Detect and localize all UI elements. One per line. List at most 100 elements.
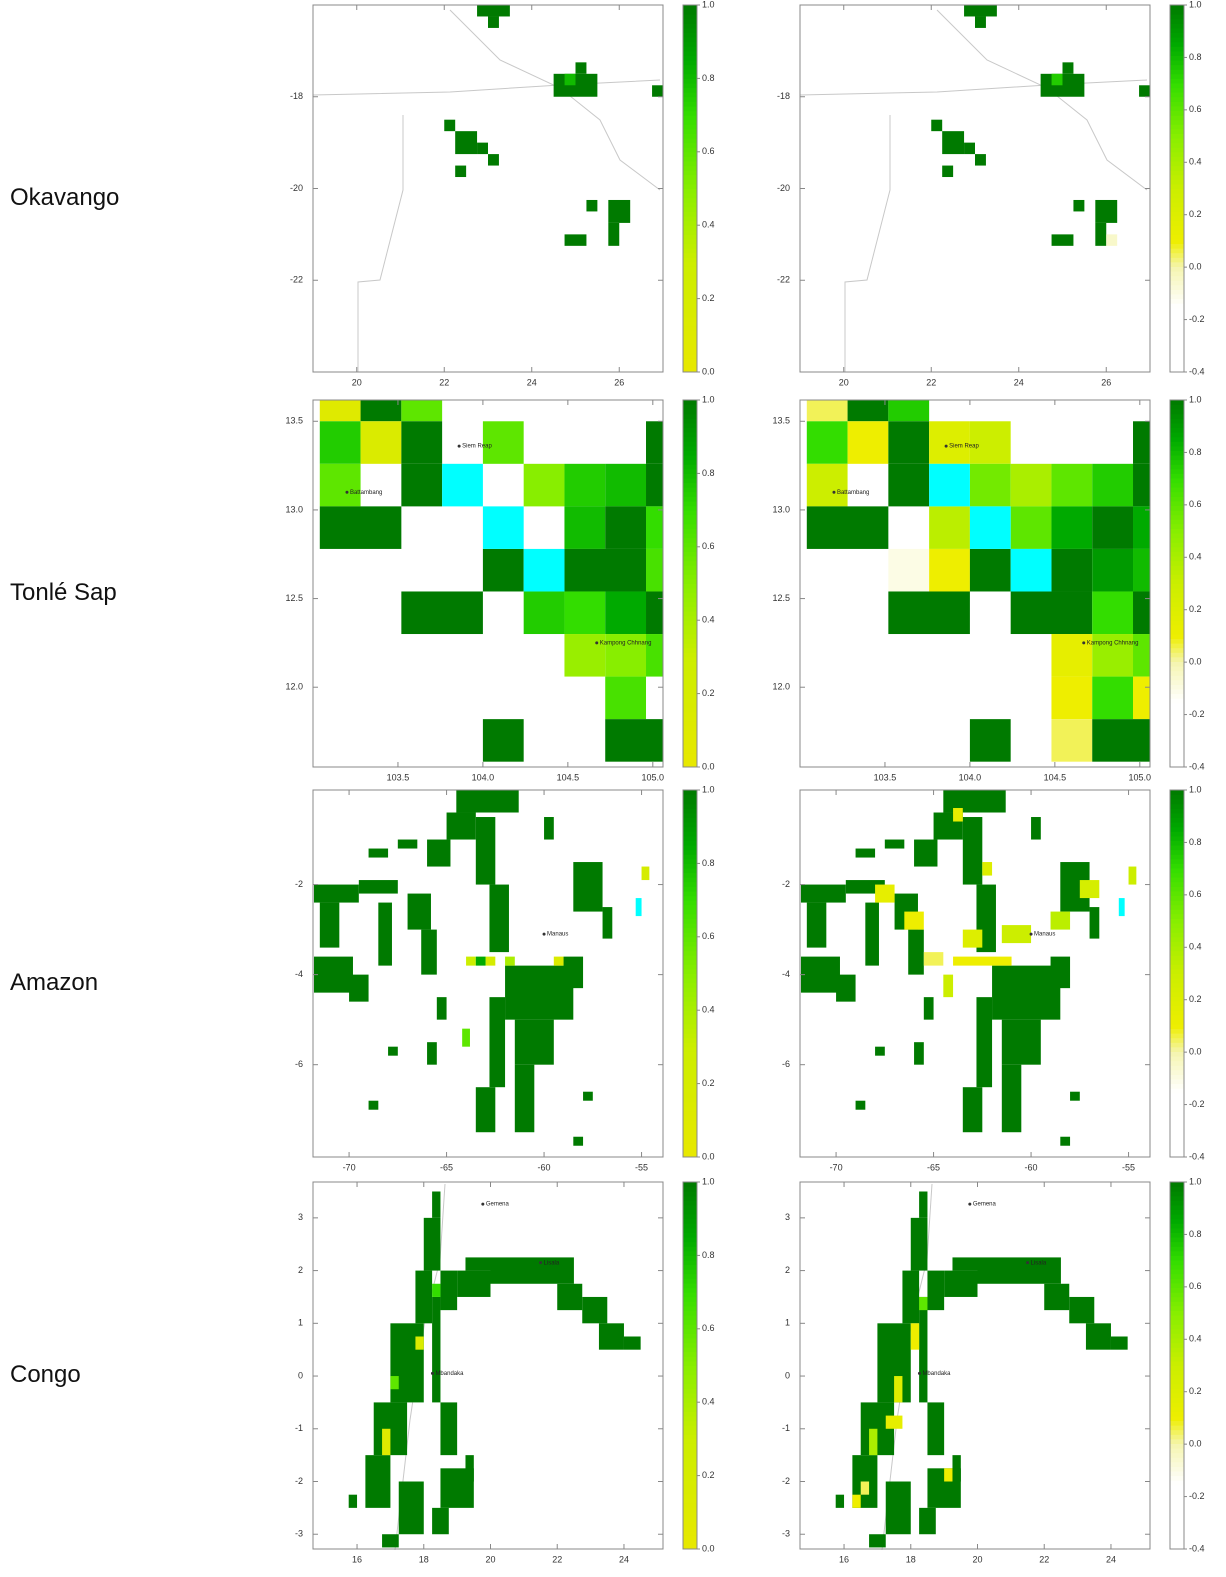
colorbar-segment (1170, 92, 1184, 98)
colorbar-segment (1170, 872, 1184, 878)
colorbar-segment (1170, 519, 1184, 525)
colorbar-segment (1170, 170, 1184, 176)
raster-cell (401, 400, 443, 422)
colorbar-segment (683, 1342, 697, 1348)
raster-cell (806, 506, 889, 549)
colorbar-segment (683, 1526, 697, 1532)
x-tick-label: 24 (1106, 1554, 1116, 1564)
colorbar-segment (1170, 1315, 1184, 1321)
raster-cell (440, 1402, 458, 1456)
colorbar-segment (1170, 588, 1184, 594)
colorbar-segment (683, 1241, 697, 1247)
colorbar-segment (1170, 1402, 1184, 1408)
colorbar-segment (1170, 863, 1184, 869)
colorbar-segment (1170, 1516, 1184, 1522)
colorbar-segment (1170, 1484, 1184, 1490)
colorbar-segment (683, 5, 697, 11)
colorbar-segment (683, 1370, 697, 1376)
colorbar-segment (683, 1484, 697, 1490)
colorbar-segment (1170, 904, 1184, 910)
colorbar-segment (683, 487, 697, 493)
colorbar-segment (683, 1461, 697, 1467)
colorbar-segment (1170, 427, 1184, 433)
colorbar-segment (1170, 459, 1184, 465)
colorbar-tick-label: 0.8 (1189, 52, 1202, 62)
colorbar-segment (683, 64, 697, 70)
colorbar-segment (1170, 1521, 1184, 1527)
colorbar-segment (1170, 629, 1184, 635)
colorbar-segment (683, 1023, 697, 1030)
raster-cell (953, 808, 963, 822)
colorbar-segment (1170, 1028, 1184, 1034)
raster-cell (608, 199, 631, 223)
colorbar-tick-label: 0.4 (1189, 942, 1202, 952)
raster-cell (944, 1270, 978, 1297)
colorbar-segment (1170, 367, 1184, 373)
colorbar-segment (683, 744, 697, 750)
colorbar-tick-label: 0.2 (702, 293, 715, 303)
x-tick-label: -60 (538, 1162, 551, 1172)
raster-cell (847, 421, 889, 464)
raster-cell (421, 929, 437, 975)
raster-cell (313, 956, 353, 993)
x-tick-label: 105.0 (1129, 772, 1152, 782)
colorbar-segment (683, 1521, 697, 1527)
raster-cell (319, 506, 402, 549)
colorbar-segment (683, 904, 697, 910)
colorbar-segment (1170, 436, 1184, 442)
raster-cell (977, 1257, 1061, 1284)
colorbar-segment (1170, 409, 1184, 415)
y-tick-label: -4 (782, 969, 790, 979)
raster-cell (888, 463, 930, 507)
colorbar-segment (683, 592, 697, 598)
colorbar-segment (683, 220, 697, 226)
colorbar-segment (1170, 514, 1184, 520)
raster-cell (1050, 911, 1071, 930)
colorbar-segment (683, 794, 697, 800)
colorbar-segment (683, 422, 697, 429)
colorbar-segment (1170, 1351, 1184, 1357)
colorbar-segment (1170, 1443, 1184, 1449)
colorbar-segment (1170, 271, 1184, 277)
row-label: Amazon (10, 969, 98, 996)
city-dot (917, 1371, 921, 1375)
colorbar-segment (1170, 1033, 1184, 1039)
colorbar-segment (683, 193, 697, 199)
colorbar-tick-label: 0.2 (1189, 994, 1202, 1004)
colorbar-segment (1170, 441, 1184, 447)
colorbar-segment (683, 147, 697, 153)
colorbar-tick-label: 0.4 (702, 1005, 715, 1015)
raster-cell (514, 1064, 535, 1133)
colorbar-segment (1170, 105, 1184, 112)
colorbar-segment (683, 1134, 697, 1140)
colorbar-segment (683, 46, 697, 52)
x-tick-label: 22 (439, 377, 449, 387)
colorbar-segment (683, 1516, 697, 1522)
masked-cell (635, 898, 642, 917)
colorbar-segment (1170, 679, 1184, 685)
colorbar-segment (683, 877, 697, 883)
raster-cell (415, 1336, 424, 1350)
colorbar-segment (683, 1383, 697, 1389)
map-panel: Siem Reap Battambang Kampong Chhnang (319, 400, 663, 762)
colorbar-segment (683, 1269, 697, 1275)
colorbar-segment (1170, 1374, 1184, 1380)
colorbar-segment (683, 1014, 697, 1020)
raster-cell (564, 506, 606, 549)
colorbar-segment (1170, 1434, 1184, 1440)
colorbar-segment (1170, 5, 1184, 11)
colorbar-segment (1170, 1337, 1184, 1344)
map-panel (444, 5, 663, 246)
colorbar-segment (683, 1273, 697, 1279)
raster-cell (1044, 1283, 1070, 1311)
colorbar-segment (1170, 1310, 1184, 1316)
colorbar-segment (683, 321, 697, 327)
colorbar-segment (1170, 1544, 1184, 1550)
colorbar-segment (1170, 1124, 1184, 1130)
raster-cell (919, 1191, 928, 1218)
colorbar-segment (1170, 252, 1184, 258)
colorbar-segment (683, 96, 697, 102)
colorbar-segment (683, 124, 697, 130)
raster-cell (390, 1323, 424, 1403)
colorbar-segment (683, 739, 697, 745)
